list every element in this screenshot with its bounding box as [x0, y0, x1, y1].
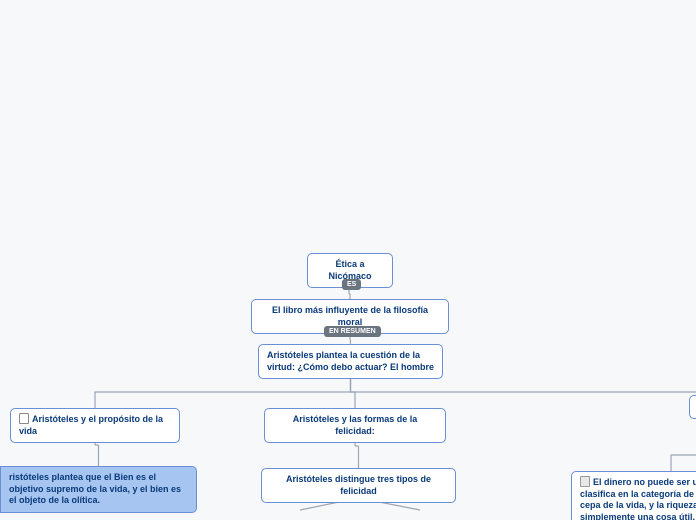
- node-money-text: El dinero no puede ser un objetivo, se c…: [580, 477, 696, 520]
- node-bien[interactable]: ristóteles plantea que el Bien es el obj…: [0, 466, 197, 513]
- node-purpose[interactable]: Aristóteles y el propósito de la vida: [10, 408, 180, 443]
- node-three-types-text: Aristóteles distingue tres tipos de feli…: [286, 474, 431, 496]
- node-subtitle-text: El libro más influyente de la filosofía …: [272, 305, 428, 327]
- tag-resumen: EN RESUMEN: [324, 326, 381, 337]
- node-root-text: Ética a Nicómaco: [328, 259, 371, 281]
- node-happiness-forms[interactable]: Aristóteles y las formas de la felicidad…: [264, 408, 446, 443]
- node-virtue[interactable]: Aristóteles plantea la cuestión de la vi…: [258, 344, 443, 379]
- node-happiness-forms-text: Aristóteles y las formas de la felicidad…: [293, 414, 418, 436]
- mindmap-canvas[interactable]: Ética a Nicómaco ES El libro más influye…: [0, 0, 696, 520]
- node-virtue-text: Aristóteles plantea la cuestión de la vi…: [267, 350, 434, 372]
- note-icon: [580, 476, 590, 487]
- node-money[interactable]: El dinero no puede ser un objetivo, se c…: [571, 471, 696, 520]
- note-icon: [19, 413, 29, 424]
- node-three-types[interactable]: Aristóteles distingue tres tipos de feli…: [261, 468, 456, 503]
- node-purpose-text: Aristóteles y el propósito de la vida: [19, 414, 163, 436]
- tag-es: ES: [342, 279, 361, 290]
- node-right-cut[interactable]: A: [689, 395, 696, 419]
- node-bien-text: ristóteles plantea que el Bien es el obj…: [9, 472, 181, 505]
